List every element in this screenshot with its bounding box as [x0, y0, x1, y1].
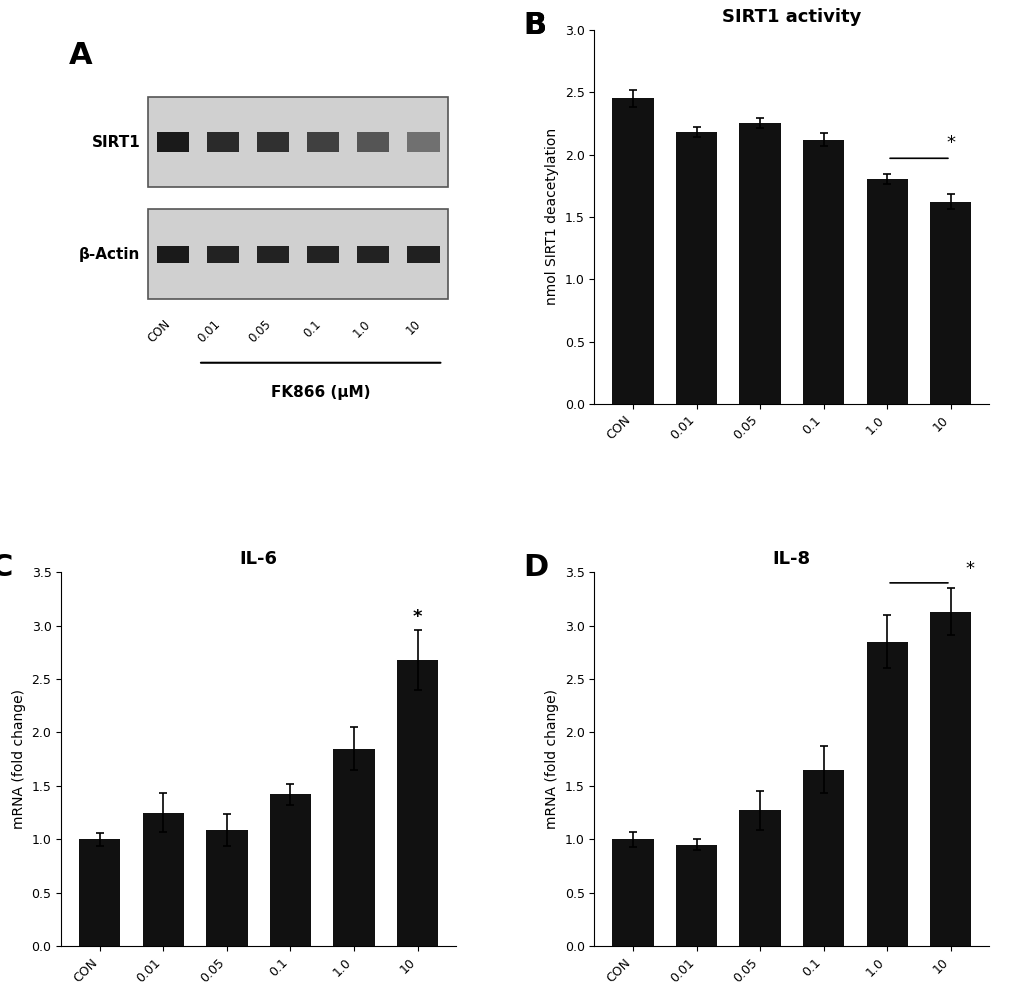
- Bar: [333, 749, 374, 946]
- Text: *: *: [946, 134, 955, 152]
- Bar: [866, 179, 907, 404]
- Text: 10: 10: [404, 318, 423, 338]
- Text: D: D: [523, 554, 548, 583]
- Bar: [257, 131, 289, 152]
- Y-axis label: mRNA (fold change): mRNA (fold change): [544, 689, 558, 830]
- Bar: [270, 795, 311, 946]
- Bar: [866, 641, 907, 946]
- Bar: [148, 209, 447, 299]
- Bar: [257, 246, 289, 263]
- Text: CON: CON: [146, 318, 173, 346]
- Bar: [206, 830, 248, 946]
- Bar: [307, 131, 339, 152]
- Bar: [207, 246, 239, 263]
- Text: 0.1: 0.1: [301, 318, 323, 341]
- Bar: [396, 659, 438, 946]
- Bar: [307, 246, 339, 263]
- Text: A: A: [69, 41, 93, 70]
- Text: *: *: [964, 560, 973, 578]
- Text: FK866 (μM): FK866 (μM): [271, 385, 370, 400]
- Text: Fk866 (μM): Fk866 (μM): [788, 635, 877, 649]
- Text: *: *: [413, 608, 422, 625]
- Bar: [929, 202, 970, 404]
- Bar: [357, 131, 389, 152]
- Bar: [676, 845, 716, 946]
- Bar: [802, 139, 844, 404]
- Y-axis label: mRNA (fold change): mRNA (fold change): [12, 689, 25, 830]
- Title: IL-8: IL-8: [772, 550, 810, 568]
- Text: SIRT1: SIRT1: [92, 134, 140, 149]
- Text: 1.0: 1.0: [351, 318, 373, 341]
- Title: SIRT1 activity: SIRT1 activity: [721, 8, 861, 26]
- Title: IL-6: IL-6: [239, 550, 277, 568]
- Text: 0.05: 0.05: [246, 318, 273, 346]
- Bar: [676, 132, 716, 404]
- Bar: [207, 131, 239, 152]
- Bar: [157, 131, 190, 152]
- Bar: [802, 770, 844, 946]
- Bar: [739, 124, 780, 404]
- Bar: [407, 131, 439, 152]
- Bar: [611, 840, 653, 946]
- Bar: [611, 99, 653, 404]
- Text: B: B: [523, 11, 546, 40]
- Bar: [148, 98, 447, 187]
- Text: B: B: [523, 11, 546, 40]
- Bar: [929, 612, 970, 946]
- Y-axis label: nmol SIRT1 deacetylation: nmol SIRT1 deacetylation: [544, 128, 558, 306]
- Bar: [357, 246, 389, 263]
- Bar: [79, 840, 120, 946]
- Bar: [157, 246, 190, 263]
- Text: 0.01: 0.01: [196, 318, 223, 346]
- Text: C: C: [0, 554, 12, 583]
- Text: β-Actin: β-Actin: [78, 247, 140, 262]
- Bar: [407, 246, 439, 263]
- Bar: [143, 813, 183, 946]
- Bar: [739, 811, 780, 946]
